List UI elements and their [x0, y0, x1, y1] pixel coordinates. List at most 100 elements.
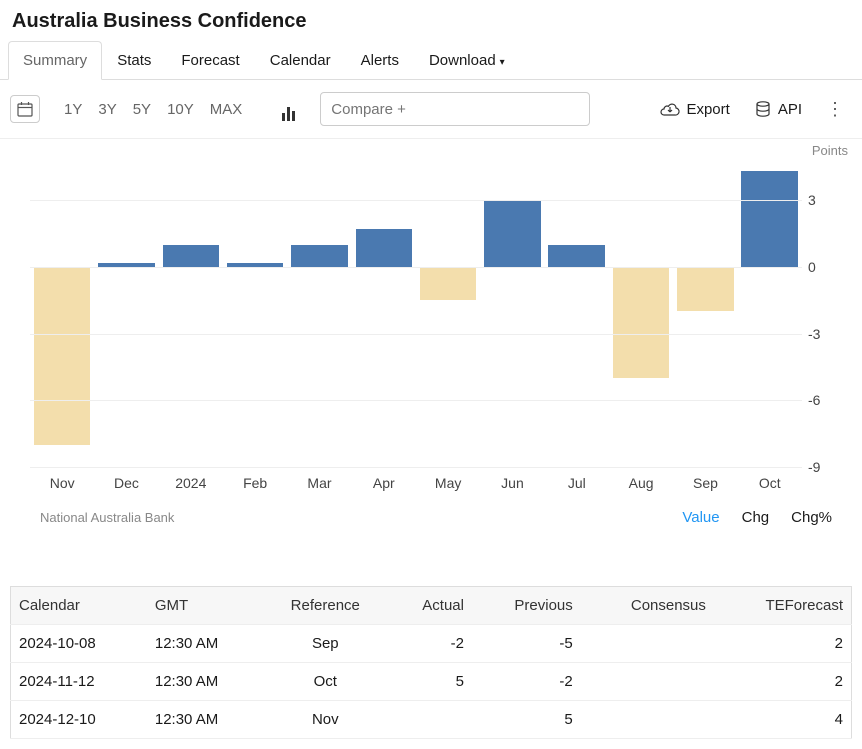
x-tick-label: Jul: [545, 475, 609, 491]
x-axis: NovDec2024FebMarAprMayJunJulAugSepOct: [30, 475, 802, 491]
cell: 2024-10-08: [11, 625, 147, 663]
cell: 2024-11-12: [11, 663, 147, 701]
bar[interactable]: [484, 200, 541, 267]
bar-slot: [673, 167, 737, 467]
y-tick-label: 0: [808, 259, 838, 275]
bar-slot: [352, 167, 416, 467]
compare-input[interactable]: [320, 92, 590, 126]
gridline: [30, 200, 802, 201]
y-tick-label: -6: [808, 392, 838, 408]
bar-slot: [738, 167, 802, 467]
col-consensus: Consensus: [581, 587, 714, 625]
x-tick-label: 2024: [159, 475, 223, 491]
gridline: [30, 400, 802, 401]
col-gmt: GMT: [147, 587, 263, 625]
tab-forecast[interactable]: Forecast: [166, 41, 254, 79]
bar[interactable]: [613, 267, 670, 378]
calendar-table-wrap: CalendarGMTReferenceActualPreviousConsen…: [0, 576, 862, 749]
export-label: Export: [686, 101, 729, 118]
x-tick-label: Feb: [223, 475, 287, 491]
cell: 2: [714, 663, 852, 701]
tab-alerts[interactable]: Alerts: [346, 41, 414, 79]
range-max[interactable]: MAX: [204, 97, 249, 122]
table-row: 2024-12-1012:30 AMNov54: [11, 701, 852, 739]
bar[interactable]: [34, 267, 91, 445]
bar-slot: [545, 167, 609, 467]
cell: 12:30 AM: [147, 625, 263, 663]
cell: [581, 625, 714, 663]
page-title: Australia Business Confidence: [12, 10, 850, 33]
cell: [581, 701, 714, 739]
chart-region: Points 30-3-6-9 NovDec2024FebMarAprMayJu…: [0, 139, 862, 546]
cloud-download-icon: [660, 101, 680, 117]
cell: 5: [472, 701, 581, 739]
cell: -2: [388, 625, 472, 663]
x-tick-label: Oct: [738, 475, 802, 491]
tab-download[interactable]: Download▾: [414, 41, 520, 79]
table-row: 2024-10-0812:30 AMSep-2-52: [11, 625, 852, 663]
calendar-icon[interactable]: [10, 95, 40, 123]
metric-chgpct[interactable]: Chg%: [791, 509, 832, 526]
range-3y[interactable]: 3Y: [92, 97, 122, 122]
cell: Sep: [263, 625, 388, 663]
range-group: 1Y3Y5Y10YMAX: [58, 97, 248, 122]
bar[interactable]: [420, 267, 477, 300]
cell: 2024-12-10: [11, 701, 147, 739]
col-previous: Previous: [472, 587, 581, 625]
bar[interactable]: [741, 171, 798, 267]
bar-slot: [609, 167, 673, 467]
cell: Nov: [263, 701, 388, 739]
range-10y[interactable]: 10Y: [161, 97, 200, 122]
bar-slot: [223, 167, 287, 467]
col-teforecast: TEForecast: [714, 587, 852, 625]
chart-type-icon[interactable]: [276, 97, 300, 121]
calendar-table: CalendarGMTReferenceActualPreviousConsen…: [10, 586, 852, 739]
tab-summary[interactable]: Summary: [8, 41, 102, 80]
cell: 12:30 AM: [147, 663, 263, 701]
x-tick-label: May: [416, 475, 480, 491]
bar[interactable]: [677, 267, 734, 311]
cell: [388, 701, 472, 739]
bar[interactable]: [356, 229, 413, 267]
bar-slot: [416, 167, 480, 467]
api-button[interactable]: API: [746, 96, 810, 122]
cell: 5: [388, 663, 472, 701]
tabs-bar: SummaryStatsForecastCalendarAlertsDownlo…: [0, 41, 862, 80]
metric-chg[interactable]: Chg: [742, 509, 770, 526]
tab-stats[interactable]: Stats: [102, 41, 166, 79]
database-icon: [754, 100, 772, 118]
bar-slot: [480, 167, 544, 467]
cell: -2: [472, 663, 581, 701]
col-actual: Actual: [388, 587, 472, 625]
cell: [581, 663, 714, 701]
chart-plot-area: 30-3-6-9: [30, 167, 802, 467]
y-tick-label: -3: [808, 326, 838, 342]
bar-slot: [30, 167, 94, 467]
bar-slot: [94, 167, 158, 467]
tab-calendar[interactable]: Calendar: [255, 41, 346, 79]
chart-source: National Australia Bank: [40, 510, 660, 525]
col-calendar: Calendar: [11, 587, 147, 625]
x-tick-label: Mar: [287, 475, 351, 491]
range-5y[interactable]: 5Y: [127, 97, 157, 122]
toolbar: 1Y3Y5Y10YMAX Export API ⋮: [0, 80, 862, 139]
col-reference: Reference: [263, 587, 388, 625]
chevron-down-icon: ▾: [500, 57, 505, 68]
range-1y[interactable]: 1Y: [58, 97, 88, 122]
gridline: [30, 334, 802, 335]
metric-value[interactable]: Value: [682, 509, 719, 526]
more-menu-icon[interactable]: ⋮: [818, 99, 852, 120]
x-tick-label: Apr: [352, 475, 416, 491]
bar[interactable]: [291, 245, 348, 267]
bar[interactable]: [548, 245, 605, 267]
y-tick-label: -9: [808, 459, 838, 475]
x-tick-label: Dec: [94, 475, 158, 491]
gridline: [30, 267, 802, 268]
x-tick-label: Aug: [609, 475, 673, 491]
bar[interactable]: [163, 245, 220, 267]
export-button[interactable]: Export: [652, 97, 737, 122]
bar-slot: [287, 167, 351, 467]
x-tick-label: Jun: [480, 475, 544, 491]
y-tick-label: 3: [808, 192, 838, 208]
y-axis-unit: Points: [812, 143, 848, 158]
